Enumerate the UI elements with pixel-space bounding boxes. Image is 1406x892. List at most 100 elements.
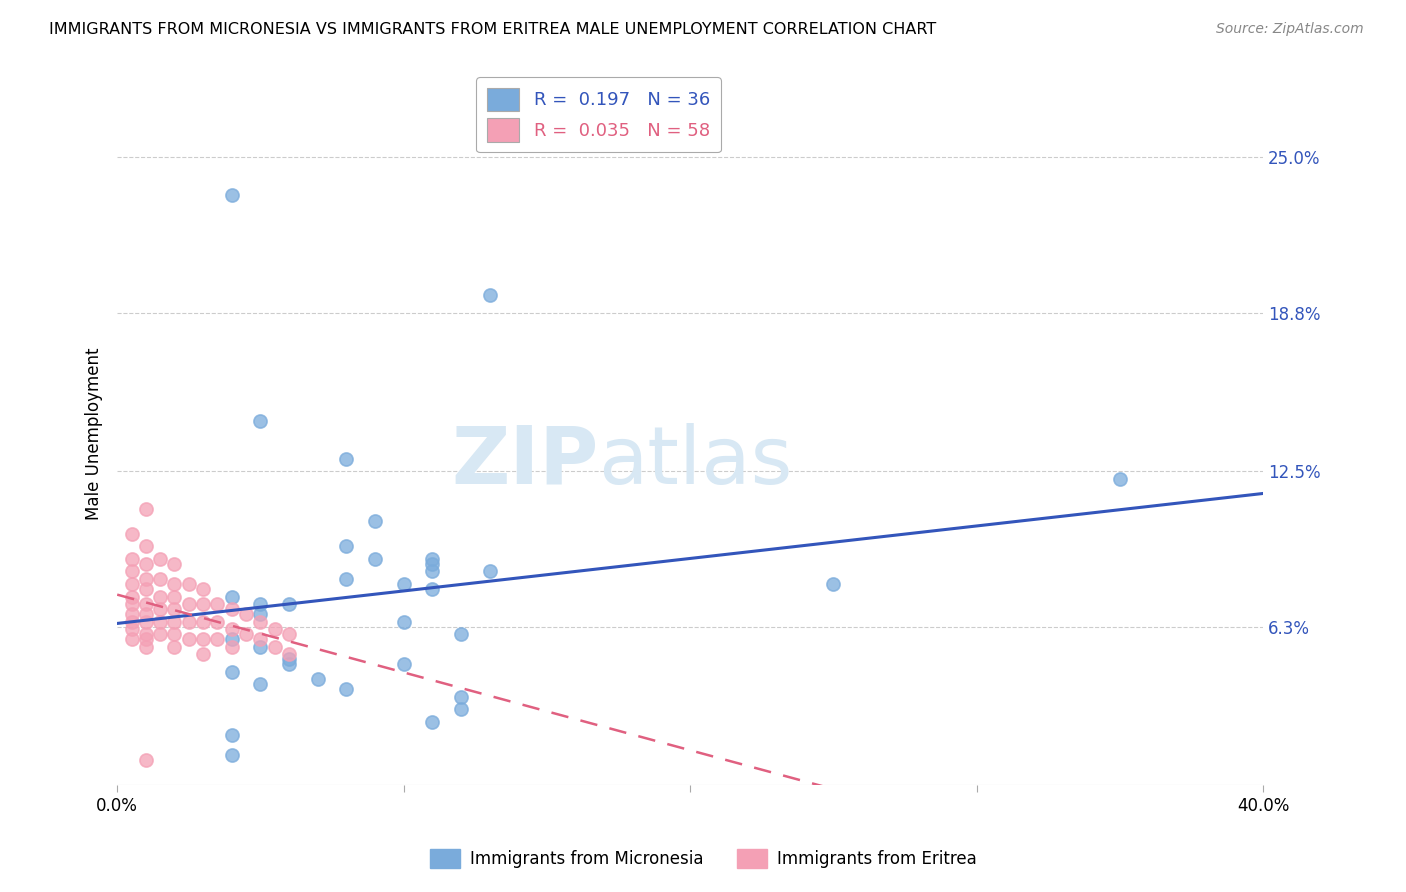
Point bbox=[191, 647, 214, 661]
Point bbox=[278, 597, 301, 611]
Point bbox=[121, 552, 143, 566]
Point bbox=[149, 627, 172, 641]
Point bbox=[135, 627, 157, 641]
Point bbox=[823, 577, 845, 591]
Point bbox=[249, 607, 271, 621]
Point bbox=[249, 597, 271, 611]
Text: Source: ZipAtlas.com: Source: ZipAtlas.com bbox=[1216, 22, 1364, 37]
Point bbox=[149, 602, 172, 616]
Point bbox=[221, 590, 243, 604]
Point bbox=[135, 607, 157, 621]
Point bbox=[450, 627, 472, 641]
Y-axis label: Male Unemployment: Male Unemployment bbox=[86, 347, 103, 520]
Point bbox=[191, 597, 214, 611]
Point bbox=[263, 640, 285, 654]
Point bbox=[149, 590, 172, 604]
Point bbox=[422, 557, 444, 571]
Point bbox=[422, 714, 444, 729]
Point bbox=[121, 597, 143, 611]
Point bbox=[335, 451, 357, 466]
Point bbox=[364, 552, 387, 566]
Point bbox=[278, 647, 301, 661]
Point bbox=[249, 640, 271, 654]
Point bbox=[163, 615, 186, 629]
Point bbox=[135, 640, 157, 654]
Point bbox=[1109, 472, 1132, 486]
Point bbox=[478, 288, 501, 302]
Legend: Immigrants from Micronesia, Immigrants from Eritrea: Immigrants from Micronesia, Immigrants f… bbox=[423, 842, 983, 875]
Point bbox=[121, 577, 143, 591]
Point bbox=[191, 582, 214, 596]
Point bbox=[422, 552, 444, 566]
Point bbox=[121, 590, 143, 604]
Point bbox=[163, 627, 186, 641]
Point bbox=[135, 540, 157, 554]
Point bbox=[177, 615, 200, 629]
Point bbox=[478, 565, 501, 579]
Point bbox=[392, 577, 415, 591]
Point bbox=[163, 640, 186, 654]
Point bbox=[450, 690, 472, 704]
Point bbox=[278, 657, 301, 672]
Point bbox=[335, 540, 357, 554]
Point bbox=[335, 682, 357, 697]
Point bbox=[235, 627, 257, 641]
Point bbox=[135, 632, 157, 647]
Point bbox=[135, 753, 157, 767]
Point bbox=[364, 514, 387, 528]
Point bbox=[135, 582, 157, 596]
Point bbox=[121, 607, 143, 621]
Point bbox=[249, 632, 271, 647]
Point bbox=[135, 572, 157, 586]
Point bbox=[207, 632, 229, 647]
Point bbox=[422, 582, 444, 596]
Point bbox=[249, 414, 271, 428]
Point bbox=[191, 632, 214, 647]
Point bbox=[221, 632, 243, 647]
Point bbox=[177, 577, 200, 591]
Point bbox=[307, 673, 329, 687]
Point bbox=[249, 615, 271, 629]
Point bbox=[121, 615, 143, 629]
Point bbox=[392, 615, 415, 629]
Point bbox=[335, 572, 357, 586]
Point bbox=[207, 615, 229, 629]
Point bbox=[149, 552, 172, 566]
Point bbox=[135, 557, 157, 571]
Point bbox=[121, 622, 143, 636]
Point bbox=[207, 597, 229, 611]
Point bbox=[121, 565, 143, 579]
Point bbox=[149, 572, 172, 586]
Point bbox=[177, 632, 200, 647]
Point bbox=[249, 677, 271, 691]
Legend: R =  0.197   N = 36, R =  0.035   N = 58: R = 0.197 N = 36, R = 0.035 N = 58 bbox=[477, 77, 721, 153]
Point bbox=[121, 526, 143, 541]
Point bbox=[163, 590, 186, 604]
Text: atlas: atlas bbox=[599, 423, 793, 500]
Point bbox=[221, 640, 243, 654]
Point bbox=[163, 577, 186, 591]
Point bbox=[450, 702, 472, 716]
Point bbox=[221, 665, 243, 679]
Point bbox=[221, 747, 243, 762]
Point bbox=[177, 597, 200, 611]
Point bbox=[121, 632, 143, 647]
Point bbox=[392, 657, 415, 672]
Text: ZIP: ZIP bbox=[451, 423, 599, 500]
Point bbox=[221, 622, 243, 636]
Point bbox=[149, 615, 172, 629]
Point bbox=[278, 652, 301, 666]
Point bbox=[221, 728, 243, 742]
Point bbox=[135, 501, 157, 516]
Point bbox=[135, 597, 157, 611]
Point bbox=[263, 622, 285, 636]
Point bbox=[235, 607, 257, 621]
Point bbox=[163, 557, 186, 571]
Text: IMMIGRANTS FROM MICRONESIA VS IMMIGRANTS FROM ERITREA MALE UNEMPLOYMENT CORRELAT: IMMIGRANTS FROM MICRONESIA VS IMMIGRANTS… bbox=[49, 22, 936, 37]
Point bbox=[278, 627, 301, 641]
Point bbox=[135, 615, 157, 629]
Point bbox=[163, 602, 186, 616]
Point bbox=[221, 602, 243, 616]
Point bbox=[221, 188, 243, 202]
Point bbox=[422, 565, 444, 579]
